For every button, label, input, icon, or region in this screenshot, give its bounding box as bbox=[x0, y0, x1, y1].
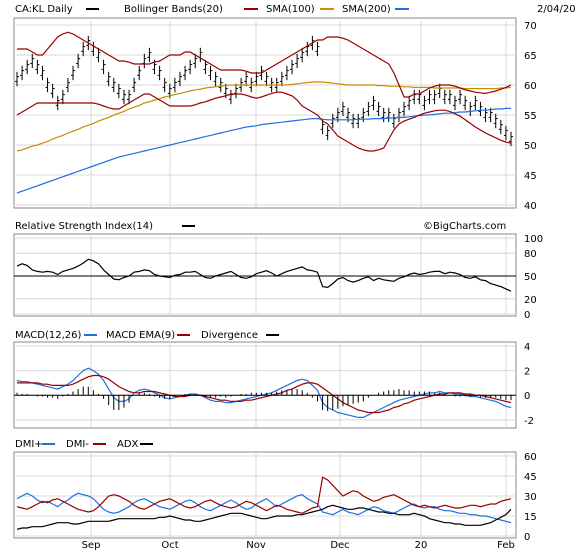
bollinger-lower-line bbox=[16, 91, 512, 152]
macd-ema-9-line bbox=[17, 374, 512, 414]
price-panel: 70 65 60 55 50 45 40 bbox=[14, 21, 537, 212]
rsi-panel-frame bbox=[13, 233, 517, 317]
price-y-tick-label: 65 bbox=[524, 51, 537, 62]
macd-y-tick-label: 0 bbox=[524, 391, 530, 402]
macd-y-tick-label: 2 bbox=[524, 367, 530, 378]
x-tick-label: Nov bbox=[246, 540, 266, 551]
dmi-y-tick-label: 60 bbox=[524, 452, 537, 463]
rsi-y-tick-label: 20 bbox=[524, 295, 537, 306]
macd-ema-title: MACD EMA(9) bbox=[106, 330, 175, 341]
price-y-tick-label: 70 bbox=[524, 21, 537, 32]
chart-header: CA:KL Daily Bollinger Bands(20) SMA(100)… bbox=[15, 4, 576, 15]
rsi-y-tick-label: 80 bbox=[524, 249, 537, 260]
dmi-panel: 60 45 30 15 0 bbox=[14, 452, 537, 543]
relative-strength-index-14-line bbox=[16, 258, 512, 292]
sma-100-line bbox=[16, 107, 511, 194]
macd-panel-frame bbox=[13, 341, 517, 429]
bollinger-upper-line bbox=[17, 31, 512, 98]
macd-y-tick-label: 4 bbox=[524, 342, 530, 353]
rsi-y-tick-label: 0 bbox=[524, 310, 530, 321]
x-tick-label: Oct bbox=[161, 540, 178, 551]
dmi-panel-frame bbox=[13, 451, 517, 539]
adx-line bbox=[16, 504, 512, 530]
date-label: 2/04/20 bbox=[537, 4, 576, 15]
dmi-y-tick-label: 15 bbox=[524, 512, 537, 523]
macd-panel-header: MACD(12,26) MACD EMA(9) Divergence bbox=[15, 330, 279, 341]
rsi-panel-header: Relative Strength Index(14) ©BigCharts.c… bbox=[15, 221, 506, 232]
rsi-title: Relative Strength Index(14) bbox=[15, 221, 153, 232]
macd-y-tick-label: -2 bbox=[524, 416, 534, 427]
legend-sma200-label: SMA(200) bbox=[342, 4, 391, 15]
x-tick-label: Sep bbox=[82, 540, 101, 551]
macd-title: MACD(12,26) bbox=[15, 330, 82, 341]
dmi-y-tick-label: 0 bbox=[524, 532, 530, 543]
x-tick-label: Dec bbox=[330, 540, 349, 551]
symbol-label: CA:KL Daily bbox=[15, 4, 73, 15]
rsi-panel: 100 80 50 20 0 bbox=[14, 234, 543, 321]
x-tick-label: Feb bbox=[497, 540, 515, 551]
dmi-panel-header: DMI+ DMI- ADX bbox=[15, 439, 153, 450]
price-y-tick-label: 55 bbox=[524, 111, 537, 122]
price-y-tick-label: 40 bbox=[524, 201, 537, 212]
dmi-line bbox=[16, 476, 512, 514]
legend-bollinger-label: Bollinger Bands(20) bbox=[124, 4, 223, 15]
divergence-title: Divergence bbox=[201, 330, 258, 341]
rsi-y-tick-label: 100 bbox=[524, 234, 543, 245]
price-panel-frame bbox=[13, 17, 517, 209]
sma-200-line bbox=[16, 81, 512, 152]
x-tick-label: 20 bbox=[415, 540, 428, 551]
dmi-minus-title: DMI- bbox=[66, 439, 89, 450]
x-axis: Sep Oct Nov Dec 20 Feb bbox=[82, 540, 515, 551]
dmi-plus-title: DMI+ bbox=[15, 439, 43, 450]
rsi-y-tick-label: 50 bbox=[524, 272, 537, 283]
dmi-y-tick-label: 45 bbox=[524, 472, 537, 483]
legend-sma100-label: SMA(100) bbox=[266, 4, 315, 15]
price-y-tick-label: 50 bbox=[524, 141, 537, 152]
adx-title: ADX bbox=[117, 439, 139, 450]
watermark: ©BigCharts.com bbox=[423, 221, 506, 232]
price-y-tick-label: 60 bbox=[524, 81, 537, 92]
macd-panel: 4 2 0 -2 bbox=[14, 342, 534, 428]
dmi-y-tick-label: 30 bbox=[524, 492, 537, 503]
price-y-tick-label: 45 bbox=[524, 171, 537, 182]
